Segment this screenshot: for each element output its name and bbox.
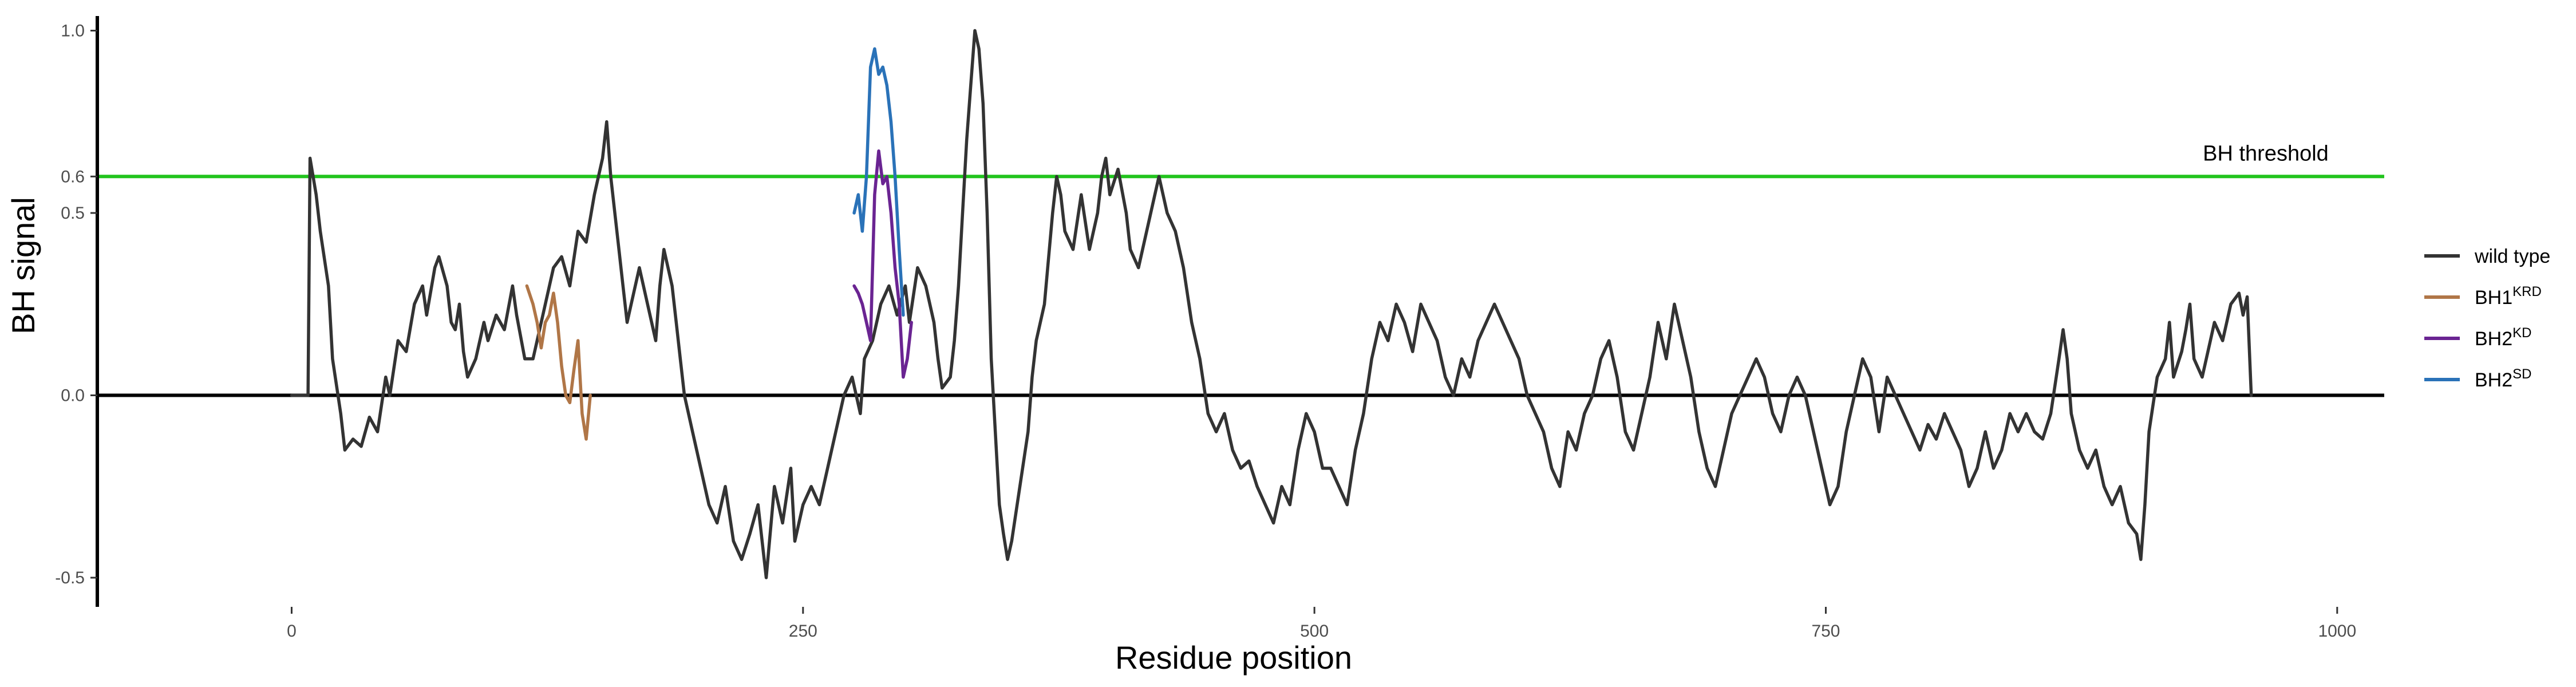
y-axis-title: BH signal — [5, 197, 41, 334]
legend-label-2: BH2KD — [2475, 325, 2531, 350]
x-tick-label-0: 0 — [287, 622, 297, 641]
legend-label-0: wild type — [2474, 246, 2550, 267]
x-tick-label-4: 1000 — [2318, 622, 2356, 641]
x-tick-label-2: 500 — [1300, 622, 1329, 641]
y-tick-label-0: -0.5 — [55, 568, 85, 587]
threshold-label: BH threshold — [2203, 141, 2329, 165]
series-line-0 — [290, 29, 2253, 579]
y-tick-label-1: 0.0 — [61, 386, 85, 405]
series-line-3 — [852, 47, 905, 317]
series-line-1 — [525, 284, 592, 441]
reference-lines: BH threshold — [97, 141, 2384, 397]
axes: -0.5 0.0 0.5 0.6 1.0 0 250 500 750 1000 — [55, 16, 2356, 641]
legend-label-3: BH2SD — [2475, 366, 2531, 391]
legend-label-1: BH1KRD — [2475, 284, 2542, 309]
x-axis-title: Residue position — [1115, 639, 1352, 676]
x-tick-label-1: 250 — [789, 622, 817, 641]
y-tick-label-4: 1.0 — [61, 21, 85, 40]
series-line-2 — [852, 149, 913, 379]
y-tick-label-2: 0.5 — [61, 204, 85, 223]
x-tick-label-3: 750 — [1811, 622, 1840, 641]
plot-series — [290, 29, 2253, 579]
legend: wild type BH1KRD BH2KD BH2SD — [2424, 246, 2550, 391]
y-tick-label-3: 0.6 — [61, 167, 85, 186]
